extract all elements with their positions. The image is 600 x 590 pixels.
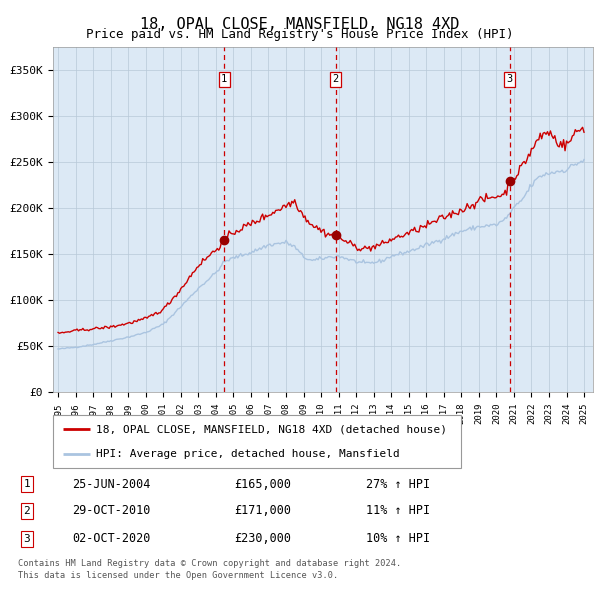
Text: 18, OPAL CLOSE, MANSFIELD, NG18 4XD: 18, OPAL CLOSE, MANSFIELD, NG18 4XD (140, 17, 460, 31)
Text: 25-JUN-2004: 25-JUN-2004 (72, 477, 151, 490)
Text: 1: 1 (23, 479, 31, 489)
Text: £171,000: £171,000 (234, 504, 291, 517)
Text: £230,000: £230,000 (234, 533, 291, 546)
Text: 18, OPAL CLOSE, MANSFIELD, NG18 4XD (detached house): 18, OPAL CLOSE, MANSFIELD, NG18 4XD (det… (95, 424, 446, 434)
Text: 3: 3 (23, 534, 31, 544)
Text: 11% ↑ HPI: 11% ↑ HPI (366, 504, 430, 517)
Text: 2: 2 (23, 506, 31, 516)
Text: 02-OCT-2020: 02-OCT-2020 (72, 533, 151, 546)
Text: 10% ↑ HPI: 10% ↑ HPI (366, 533, 430, 546)
Text: This data is licensed under the Open Government Licence v3.0.: This data is licensed under the Open Gov… (18, 572, 338, 581)
Text: Contains HM Land Registry data © Crown copyright and database right 2024.: Contains HM Land Registry data © Crown c… (18, 559, 401, 568)
Text: 1: 1 (221, 74, 227, 84)
Text: 27% ↑ HPI: 27% ↑ HPI (366, 477, 430, 490)
Text: £165,000: £165,000 (234, 477, 291, 490)
Text: 3: 3 (506, 74, 512, 84)
Text: 29-OCT-2010: 29-OCT-2010 (72, 504, 151, 517)
Text: 2: 2 (332, 74, 339, 84)
Text: Price paid vs. HM Land Registry's House Price Index (HPI): Price paid vs. HM Land Registry's House … (86, 28, 514, 41)
Text: HPI: Average price, detached house, Mansfield: HPI: Average price, detached house, Mans… (95, 448, 400, 458)
